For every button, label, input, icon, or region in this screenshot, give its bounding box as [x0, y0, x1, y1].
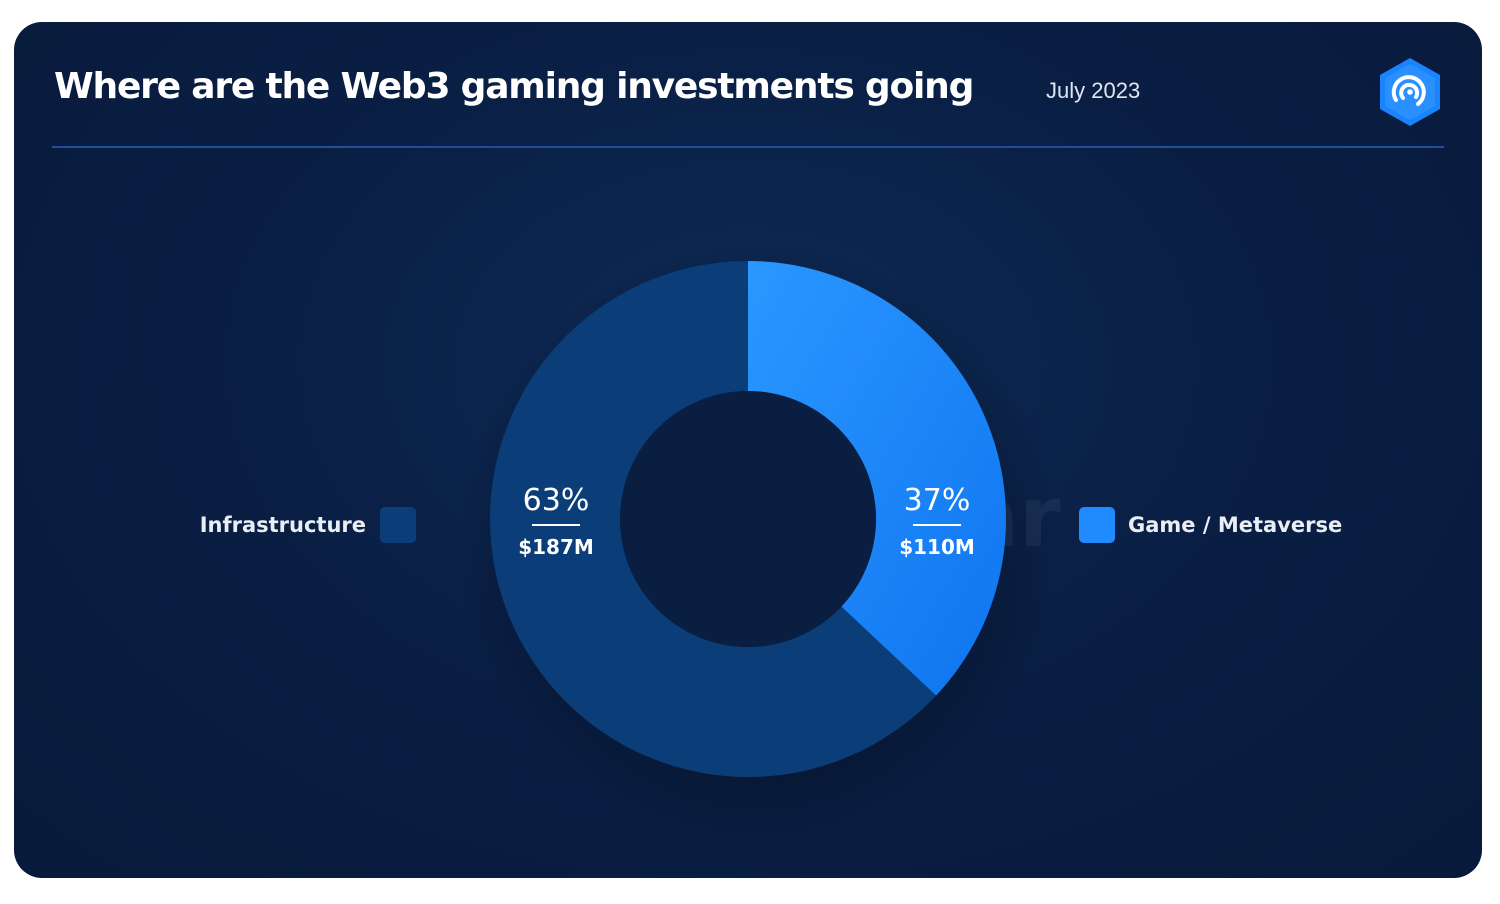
donut-hole [620, 391, 876, 647]
chart-title: Where are the Web3 gaming investments go… [54, 66, 974, 107]
legend-swatch-game-metaverse [1079, 507, 1115, 543]
appradar-logo-icon [1380, 58, 1440, 126]
chart-card: Where are the Web3 gaming investments go… [14, 22, 1482, 878]
header-divider [52, 146, 1444, 148]
donut-chart: appRadar Infrastructure Game / Metaverse… [200, 242, 1342, 842]
data-label-game-metaverse: 37% $110M [899, 483, 975, 559]
legend-swatch-infrastructure [380, 507, 416, 543]
legend-label-game-metaverse: Game / Metaverse [1128, 513, 1342, 537]
donut-slice-game-metaverse [748, 261, 1006, 696]
donut-slice-infrastructure [489, 261, 937, 777]
legend-infrastructure: Infrastructure [200, 507, 416, 543]
value-label-infrastructure: $187M [518, 535, 594, 559]
data-label-infrastructure: 63% $187M [518, 483, 594, 559]
value-label-game-metaverse: $110M [899, 535, 975, 559]
chart-date: July 2023 [1046, 78, 1141, 103]
percent-label-game-metaverse: 37% [904, 483, 971, 518]
percent-label-infrastructure: 63% [523, 483, 590, 518]
legend-game-metaverse: Game / Metaverse [1079, 507, 1342, 543]
legend-label-infrastructure: Infrastructure [200, 513, 366, 537]
